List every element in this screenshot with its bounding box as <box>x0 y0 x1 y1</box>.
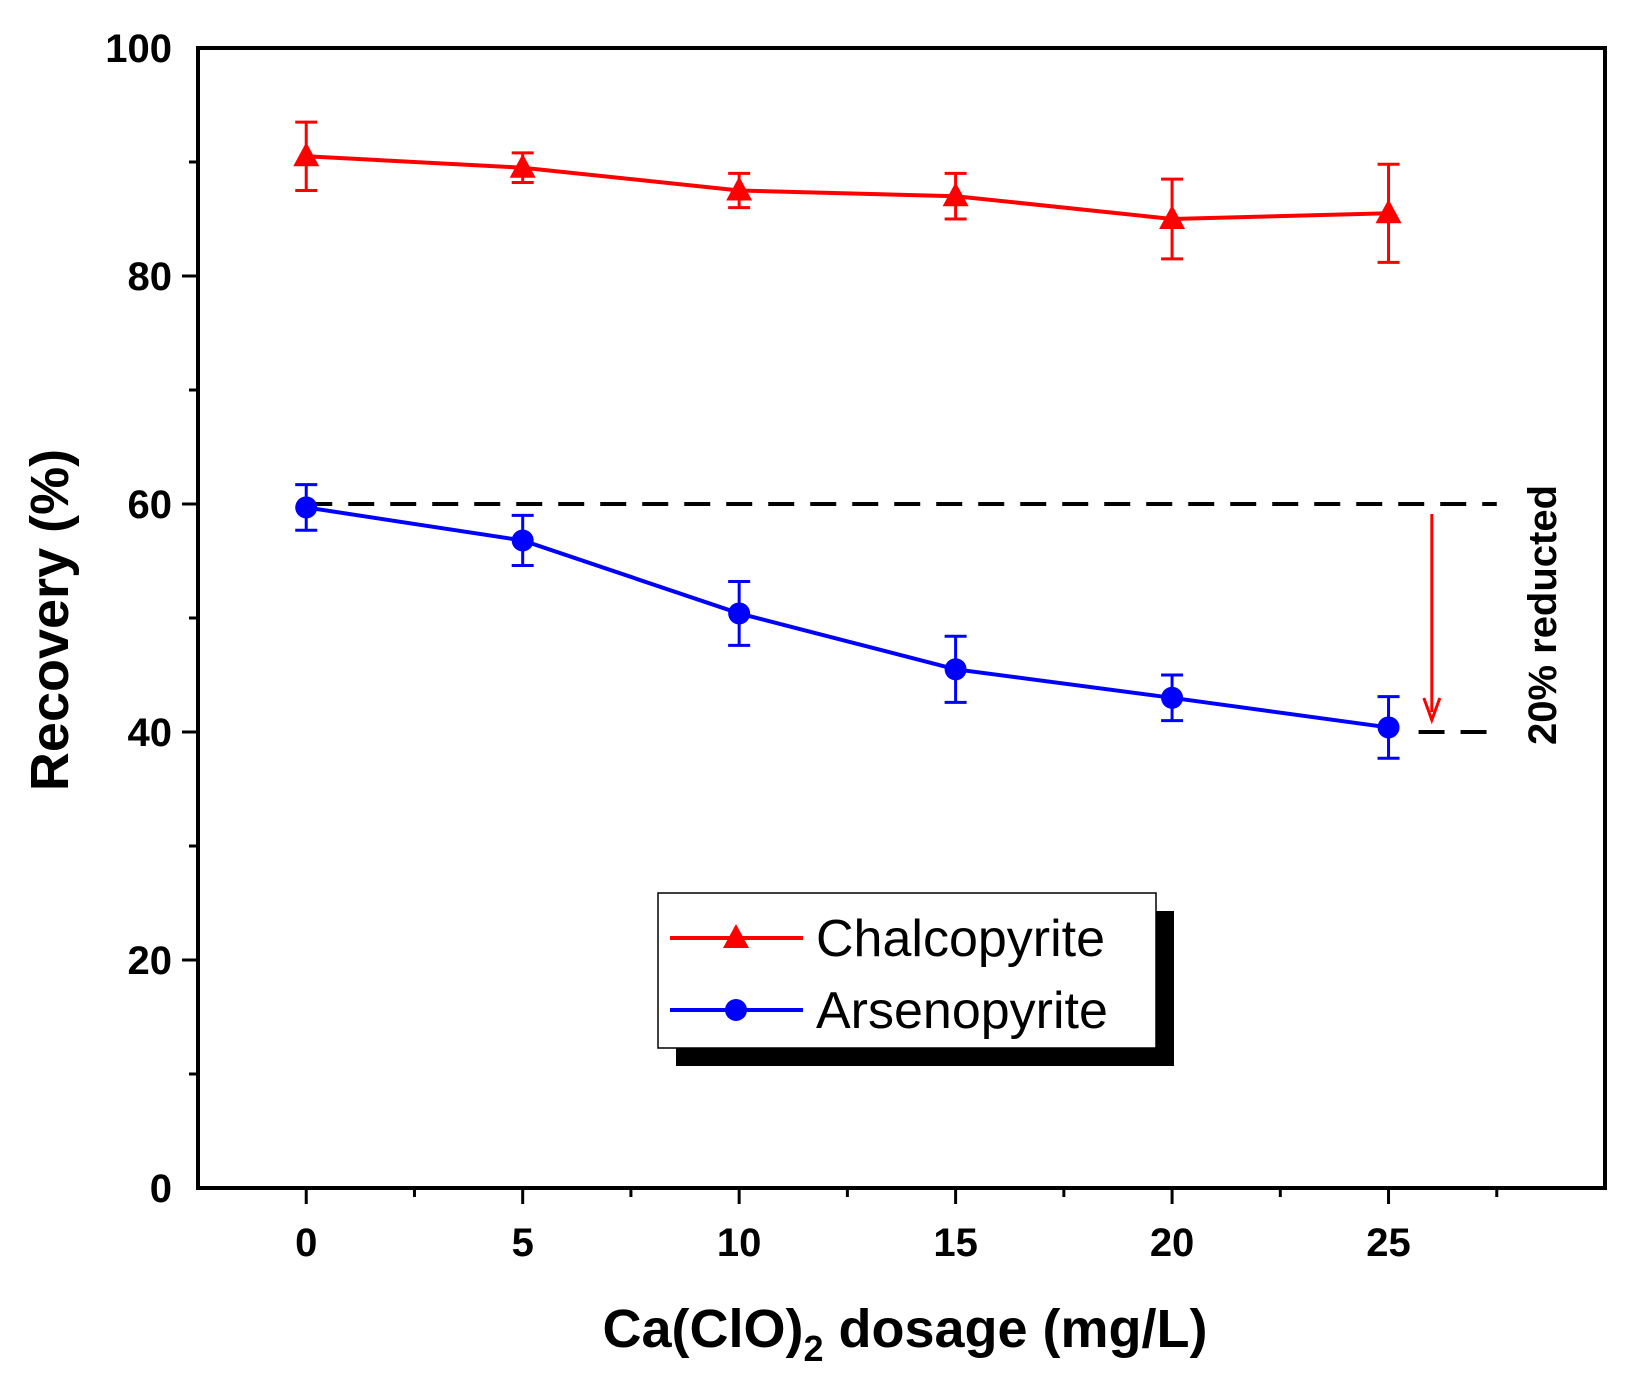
x-tick-label: 10 <box>717 1221 762 1265</box>
annotation-label: 20% reducted <box>1521 485 1565 745</box>
x-tick-label: 15 <box>933 1221 978 1265</box>
y-axis-title: Recovery (%) <box>20 449 80 791</box>
legend-marker <box>723 924 749 948</box>
data-point <box>944 658 967 681</box>
y-tick-label: 100 <box>105 27 172 71</box>
x-tick-label: 5 <box>512 1221 534 1265</box>
series-arsenopyrite <box>295 483 1400 760</box>
series-chalcopyrite <box>293 120 1402 264</box>
legend: Chalcopyrite Arsenopyrite <box>657 892 1174 1066</box>
series-layer <box>293 120 1402 760</box>
legend-marker <box>725 999 747 1021</box>
data-point <box>295 496 318 519</box>
y-tick-label: 80 <box>128 255 173 299</box>
axes: 0 5 10 15 20 25 0 20 40 60 80 100 <box>105 27 1607 1265</box>
x-tick-label: 20 <box>1150 1221 1195 1265</box>
data-point <box>509 153 536 178</box>
x-tick-label: 0 <box>295 1221 317 1265</box>
data-point <box>293 142 320 167</box>
x-axis-title: Ca(ClO)2 dosage (mg/L) <box>602 1299 1207 1369</box>
data-point <box>1159 205 1186 229</box>
data-point <box>1161 686 1184 709</box>
legend-box <box>657 892 1157 1049</box>
data-point <box>1375 199 1402 224</box>
data-point <box>942 182 969 207</box>
y-tick-label: 40 <box>128 711 173 755</box>
reduction-arrow-head <box>1422 697 1442 725</box>
data-point <box>728 602 751 625</box>
x-tick-label: 25 <box>1366 1221 1411 1265</box>
legend-label: Chalcopyrite <box>816 910 1105 968</box>
y-tick-label: 20 <box>128 939 173 983</box>
series-line <box>305 505 1389 730</box>
data-point <box>726 176 753 201</box>
data-point <box>1377 716 1400 739</box>
y-tick-label: 0 <box>150 1167 172 1211</box>
y-tick-label: 60 <box>128 483 173 527</box>
legend-label: Arsenopyrite <box>816 982 1108 1040</box>
series-line <box>306 154 1389 222</box>
annotation-20pct <box>306 502 1497 734</box>
data-point <box>511 529 534 552</box>
